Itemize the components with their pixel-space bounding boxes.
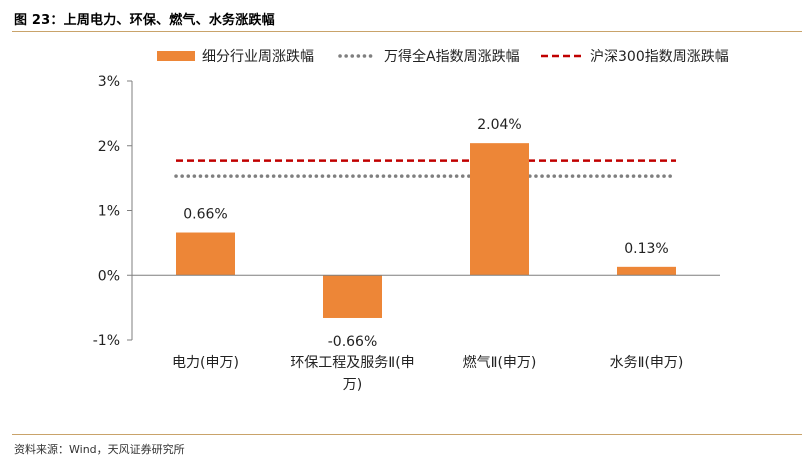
- y-tick-label: 1%: [98, 204, 120, 220]
- bar: [323, 275, 382, 318]
- source-note: 资料来源：Wind，天风证券研究所: [14, 443, 185, 456]
- y-tick-label: 2%: [98, 139, 120, 155]
- bar: [470, 143, 529, 276]
- category-label: 电力(申万): [172, 355, 239, 371]
- y-tick-label: -1%: [93, 333, 120, 349]
- reference-lines: [174, 159, 678, 178]
- bar-chart: 细分行业周涨跌幅 万得全A指数周涨跌幅 沪深300指数周涨跌幅 -1% 0% 1% 2% 3…: [93, 48, 729, 393]
- y-axis: -1% 0% 1% 2% 3%: [93, 74, 133, 349]
- legend: 细分行业周涨跌幅 万得全A指数周涨跌幅 沪深300指数周涨跌幅: [157, 48, 729, 65]
- legend-swatch-sector: [157, 51, 195, 61]
- legend-label-wind-a: 万得全A指数周涨跌幅: [384, 48, 520, 65]
- category-label: 水务Ⅱ(申万): [610, 355, 684, 371]
- category-label: 燃气Ⅱ(申万): [463, 354, 537, 371]
- bottom-rule: [12, 434, 802, 435]
- data-label: 2.04%: [477, 117, 521, 133]
- legend-label-csi300: 沪深300指数周涨跌幅: [590, 49, 729, 65]
- bar: [617, 266, 676, 276]
- data-labels: 0.66% -0.66% 2.04% 0.13%: [183, 117, 668, 350]
- y-tick-label: 0%: [98, 268, 120, 284]
- data-label: 0.66%: [183, 207, 227, 223]
- data-label: 0.13%: [624, 241, 668, 257]
- bars: [176, 143, 676, 318]
- category-label: 环保工程及服务Ⅱ(申万): [290, 355, 414, 393]
- y-tick-label: 3%: [98, 74, 120, 90]
- bar: [176, 232, 235, 276]
- data-label: -0.66%: [328, 334, 378, 350]
- top-rule: [12, 31, 802, 32]
- legend-label-sector: 细分行业周涨跌幅: [202, 49, 314, 65]
- figure-title: 图 23：上周电力、环保、燃气、水务涨跌幅: [14, 13, 275, 28]
- category-labels: 电力(申万) 环保工程及服务Ⅱ(申万) 燃气Ⅱ(申万) 水务Ⅱ(申万): [172, 354, 683, 393]
